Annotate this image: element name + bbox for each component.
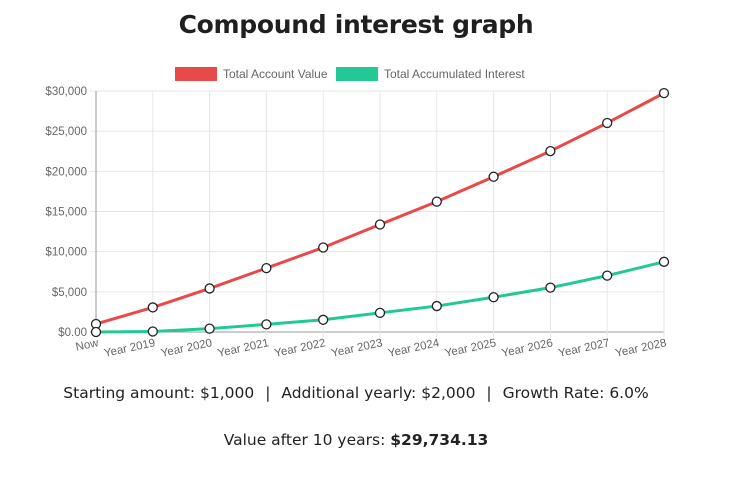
total-accumulated-interest-point (261, 319, 272, 330)
growth-rate-label: Growth Rate: (502, 384, 605, 402)
page-title: Compound interest graph (178, 10, 534, 39)
total-account-value-point (147, 302, 158, 313)
total-accumulated-interest-point (204, 323, 215, 334)
additional-yearly-label: Additional yearly: (281, 384, 417, 402)
additional-yearly-value: $2,000 (421, 384, 476, 402)
total-accumulated-interest-legend-label: Total Accumulated Interest (384, 67, 525, 81)
y-tick-label: $30,000 (45, 86, 87, 98)
separator: | (265, 384, 271, 402)
x-tick-label: Year 2023 (330, 337, 383, 360)
total-account-value-point (488, 171, 499, 182)
total-account-value-point (261, 262, 272, 274)
total-accumulated-interest-point (90, 326, 102, 338)
x-tick-label: Year 2022 (273, 337, 326, 360)
y-tick-label: $0.00 (58, 327, 87, 339)
x-tick-label: Year 2024 (387, 337, 441, 360)
x-tick-label: Year 2019 (103, 337, 156, 360)
chart-series (90, 87, 670, 338)
chart-legend: Total Account Value Total Accumulated Int… (175, 67, 525, 81)
total-account-value-point (431, 196, 442, 207)
total-accumulated-interest-point (658, 256, 670, 267)
total-account-value-point (204, 283, 215, 294)
total-accumulated-interest-point (545, 282, 556, 293)
starting-amount-value: $1,000 (200, 384, 255, 402)
total-account-value-point (374, 219, 386, 230)
y-tick-label: $5,000 (52, 287, 87, 299)
total-account-value-point (602, 117, 613, 129)
x-tick-label: Now (75, 337, 101, 354)
total-account-value-legend-label: Total Account Value (223, 67, 328, 81)
y-tick-label: $10,000 (45, 247, 87, 259)
total-account-value-point (318, 242, 329, 253)
total-accumulated-interest-point (602, 270, 613, 281)
total-accumulated-interest-point (488, 292, 499, 303)
x-tick-label: Year 2020 (160, 337, 213, 360)
starting-amount-label: Starting amount: (63, 384, 196, 402)
final-value-label: Value after 10 years: (223, 431, 386, 449)
compound-interest-chart: $0.00 $5,000 $10,000 $15,000 $20,000 $25,000 $… (45, 67, 670, 360)
total-account-value-point (658, 87, 670, 99)
x-tick-label: Year 2027 (557, 337, 610, 360)
y-tick-label: $20,000 (45, 166, 87, 178)
x-tick-label: Year 2021 (217, 337, 270, 360)
total-accumulated-interest-point (147, 326, 158, 337)
total-accumulated-interest-legend-swatch (336, 67, 378, 81)
final-value-line: Value after 10 years: $29,734.13 (0, 431, 712, 449)
x-tick-label: Year 2026 (501, 337, 554, 360)
growth-rate-value: 6.0% (609, 384, 649, 402)
y-tick-label: $15,000 (45, 207, 87, 219)
chart-grid (90, 90, 665, 337)
total-account-value-point (545, 145, 556, 157)
y-tick-label: $25,000 (45, 126, 87, 138)
x-tick-label: Year 2028 (614, 337, 667, 360)
calculation-parameters: Starting amount: $1,000 | Additional yea… (0, 384, 712, 402)
chart-axes: $0.00 $5,000 $10,000 $15,000 $20,000 $25,000 $… (45, 86, 667, 360)
total-accumulated-interest-point (318, 314, 329, 325)
separator: | (486, 384, 492, 402)
total-account-value-legend-swatch (175, 67, 217, 81)
final-value-amount: $29,734.13 (390, 431, 489, 449)
x-tick-label: Year 2025 (444, 337, 497, 360)
total-accumulated-interest-point (431, 300, 442, 312)
total-accumulated-interest-point (374, 307, 386, 319)
